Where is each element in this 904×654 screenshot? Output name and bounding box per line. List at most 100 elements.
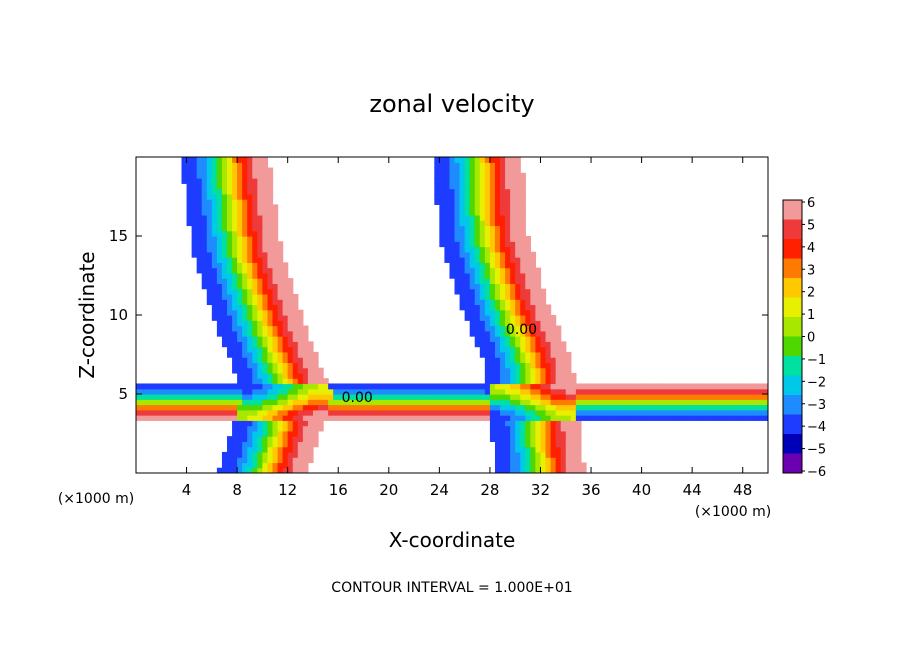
field-cell bbox=[515, 367, 521, 374]
field-cell bbox=[585, 394, 592, 400]
field-cell bbox=[211, 225, 218, 232]
field-cell bbox=[484, 167, 491, 174]
field-cell bbox=[262, 167, 269, 174]
field-cell bbox=[520, 336, 526, 342]
field-cell bbox=[454, 415, 461, 421]
field-cell bbox=[297, 362, 304, 369]
field-cell bbox=[333, 399, 339, 406]
field-cell bbox=[206, 399, 213, 406]
field-cell bbox=[565, 378, 572, 385]
field-cell bbox=[267, 199, 274, 205]
field-cell bbox=[606, 383, 612, 390]
field-cell bbox=[676, 415, 683, 421]
field-cell bbox=[257, 346, 263, 353]
field-cell bbox=[469, 330, 476, 337]
field-cell bbox=[570, 451, 577, 458]
field-cell bbox=[459, 288, 466, 295]
field-cell bbox=[651, 399, 658, 406]
field-cell bbox=[216, 178, 223, 184]
field-cell bbox=[636, 388, 643, 395]
field-cell bbox=[186, 157, 193, 163]
field-cell bbox=[494, 257, 501, 263]
field-cell bbox=[338, 409, 344, 416]
field-cell bbox=[262, 178, 269, 184]
field-cell bbox=[328, 404, 334, 411]
field-cell bbox=[287, 367, 294, 374]
field-cell bbox=[237, 399, 243, 406]
field-cell bbox=[535, 346, 542, 353]
field-cell bbox=[489, 325, 496, 332]
field-cell bbox=[692, 383, 698, 390]
field-cell bbox=[221, 457, 228, 464]
field-cell bbox=[232, 430, 238, 437]
field-cell bbox=[282, 267, 289, 274]
field-cell bbox=[717, 383, 724, 390]
field-cell bbox=[247, 315, 253, 321]
field-cell bbox=[287, 394, 294, 400]
field-cell bbox=[464, 167, 471, 174]
field-cell bbox=[206, 267, 213, 274]
field-cell bbox=[252, 415, 258, 421]
field-cell bbox=[474, 167, 481, 174]
field-cell bbox=[500, 220, 506, 227]
field-cell bbox=[282, 320, 289, 327]
field-cell bbox=[494, 267, 501, 274]
field-cell bbox=[449, 167, 456, 174]
field-cell bbox=[525, 404, 531, 411]
field-cell bbox=[505, 278, 511, 284]
field-cell bbox=[252, 409, 258, 416]
field-cell bbox=[762, 399, 768, 406]
field-cell bbox=[737, 383, 744, 390]
field-cell bbox=[161, 388, 167, 395]
field-cell bbox=[333, 394, 339, 400]
field-cell bbox=[287, 378, 294, 385]
field-cell bbox=[540, 293, 547, 300]
field-cell bbox=[272, 257, 279, 263]
field-cell bbox=[636, 415, 643, 421]
field-cell bbox=[520, 425, 526, 432]
field-cell bbox=[505, 315, 511, 321]
field-cell bbox=[555, 467, 562, 473]
field-cell bbox=[550, 430, 557, 437]
field-cell bbox=[540, 362, 547, 369]
field-cell bbox=[474, 341, 481, 348]
field-cell bbox=[257, 336, 263, 342]
field-cell bbox=[221, 199, 228, 205]
field-cell bbox=[575, 409, 582, 416]
field-cell bbox=[196, 230, 203, 237]
field-cell bbox=[232, 257, 238, 263]
field-cell bbox=[671, 409, 678, 416]
field-cell bbox=[282, 415, 289, 421]
field-cell bbox=[312, 383, 319, 390]
field-cell bbox=[302, 378, 309, 385]
field-cell bbox=[196, 383, 203, 390]
field-cell bbox=[211, 399, 218, 406]
field-cell bbox=[479, 315, 486, 321]
field-cell bbox=[206, 293, 213, 300]
field-cell bbox=[434, 172, 440, 179]
field-cell bbox=[505, 199, 511, 205]
field-cell bbox=[697, 404, 703, 411]
field-cell bbox=[737, 388, 744, 395]
field-cell bbox=[166, 388, 172, 395]
field-cell bbox=[505, 425, 511, 432]
field-cell bbox=[302, 441, 309, 448]
field-cell bbox=[247, 183, 253, 190]
field-cell bbox=[323, 399, 329, 406]
field-cell bbox=[474, 383, 481, 390]
field-cell bbox=[515, 293, 521, 300]
field-cell bbox=[742, 415, 749, 421]
field-cell bbox=[252, 325, 258, 332]
field-cell bbox=[257, 299, 263, 306]
field-cell bbox=[510, 430, 516, 437]
field-cell bbox=[166, 409, 172, 416]
field-cell bbox=[287, 451, 294, 458]
field-cell bbox=[454, 383, 461, 390]
field-cell bbox=[247, 188, 253, 195]
field-cell bbox=[277, 288, 284, 295]
field-cell bbox=[515, 415, 521, 421]
field-cell bbox=[545, 420, 552, 427]
field-cell bbox=[247, 278, 253, 284]
field-cell bbox=[333, 383, 339, 390]
field-cell bbox=[328, 388, 334, 395]
